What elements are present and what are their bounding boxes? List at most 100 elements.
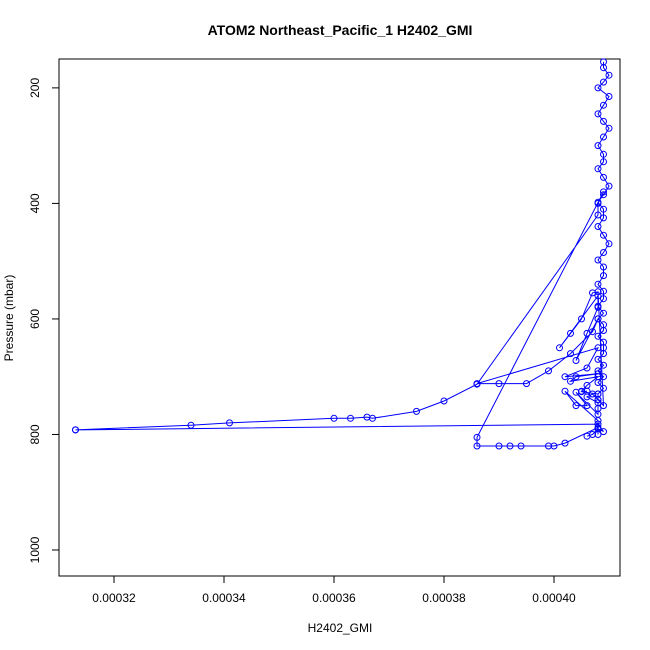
data-point bbox=[523, 380, 530, 388]
data-point bbox=[594, 396, 602, 404]
data-point bbox=[583, 432, 591, 440]
x-axis-label: H2402_GMI bbox=[308, 621, 373, 635]
data-point bbox=[600, 428, 607, 436]
data-point bbox=[605, 240, 613, 248]
y-tick-label: 800 bbox=[28, 424, 42, 444]
data-point bbox=[589, 289, 596, 297]
plot-frame bbox=[58, 58, 621, 577]
data-point bbox=[594, 355, 602, 363]
data-point bbox=[589, 328, 596, 336]
data-point bbox=[600, 384, 607, 392]
data-point bbox=[605, 71, 613, 79]
data-point bbox=[567, 350, 574, 358]
data-point bbox=[583, 393, 591, 401]
data-point bbox=[473, 442, 481, 450]
data-point bbox=[594, 370, 602, 378]
y-tick-label: 400 bbox=[28, 193, 42, 213]
data-point bbox=[600, 309, 607, 317]
data-point bbox=[600, 263, 607, 271]
data-point bbox=[600, 150, 607, 158]
data-point bbox=[594, 417, 602, 425]
data-point bbox=[578, 315, 585, 323]
data-point bbox=[567, 329, 574, 337]
data-point bbox=[567, 377, 574, 385]
data-point bbox=[561, 373, 569, 381]
x-tick-label: 0.00032 bbox=[92, 591, 136, 605]
data-point bbox=[594, 303, 602, 311]
data-point bbox=[561, 439, 569, 447]
data-point bbox=[347, 414, 354, 422]
data-point bbox=[545, 367, 552, 375]
data-point bbox=[600, 64, 607, 72]
data-point bbox=[594, 84, 602, 92]
x-tick-label: 0.00040 bbox=[532, 591, 576, 605]
series-layer bbox=[72, 58, 613, 450]
data-point bbox=[594, 420, 602, 428]
data-point bbox=[600, 214, 607, 222]
data-point bbox=[605, 182, 613, 190]
data-point bbox=[605, 93, 613, 100]
data-point bbox=[330, 414, 338, 422]
data-point bbox=[72, 426, 79, 434]
data-point bbox=[600, 272, 607, 280]
x-tick-label: 0.00036 bbox=[312, 591, 356, 605]
data-point bbox=[594, 256, 602, 264]
data-point bbox=[594, 199, 602, 207]
data-point bbox=[440, 397, 448, 405]
data-point bbox=[473, 380, 481, 388]
data-point bbox=[600, 158, 607, 166]
data-point bbox=[594, 332, 602, 340]
data-point bbox=[600, 117, 607, 125]
data-point bbox=[594, 292, 602, 300]
data-point bbox=[600, 191, 607, 199]
data-point bbox=[572, 373, 580, 381]
x-axis: 0.00032 0.00034 0.00036 0.00038 0.00040 bbox=[92, 576, 576, 605]
data-point bbox=[600, 327, 607, 334]
data-point bbox=[561, 387, 569, 395]
data-point bbox=[600, 173, 607, 181]
data-point bbox=[600, 133, 607, 141]
data-point bbox=[594, 165, 602, 173]
data-point bbox=[594, 110, 602, 118]
data-point bbox=[600, 295, 607, 303]
data-point bbox=[594, 211, 602, 219]
data-point bbox=[594, 280, 602, 288]
data-point bbox=[589, 390, 596, 398]
data-point bbox=[600, 78, 607, 86]
data-point bbox=[600, 101, 607, 109]
data-point bbox=[583, 402, 591, 410]
data-point bbox=[594, 373, 602, 381]
data-point bbox=[363, 413, 371, 421]
data-point bbox=[594, 223, 602, 230]
data-point bbox=[583, 364, 591, 372]
data-point bbox=[495, 380, 503, 388]
data-point bbox=[517, 442, 525, 450]
y-tick-label: 1000 bbox=[28, 536, 42, 563]
data-point bbox=[572, 357, 580, 364]
data-point bbox=[600, 188, 607, 196]
data-point bbox=[594, 425, 602, 433]
x-tick-label: 0.00034 bbox=[202, 591, 246, 605]
data-point bbox=[600, 249, 607, 256]
x-tick-label: 0.00038 bbox=[422, 591, 466, 605]
data-point bbox=[600, 231, 607, 239]
data-point bbox=[600, 361, 607, 369]
chart-title: ATOM2 Northeast_Pacific_1 H2402_GMI bbox=[208, 22, 473, 38]
data-point bbox=[556, 344, 563, 352]
data-point bbox=[187, 421, 195, 429]
data-point bbox=[413, 407, 420, 415]
data-point bbox=[572, 388, 580, 396]
y-axis-label: Pressure (mbar) bbox=[2, 275, 16, 362]
y-tick-label: 600 bbox=[28, 309, 42, 329]
data-point bbox=[226, 419, 233, 427]
data-point bbox=[605, 124, 613, 132]
data-point bbox=[594, 344, 602, 352]
data-point bbox=[600, 350, 607, 358]
y-tick-label: 200 bbox=[28, 78, 42, 98]
series-line bbox=[75, 61, 610, 447]
data-point bbox=[594, 315, 602, 323]
data-point bbox=[600, 402, 607, 410]
data-point bbox=[545, 442, 552, 450]
data-point bbox=[594, 142, 602, 150]
